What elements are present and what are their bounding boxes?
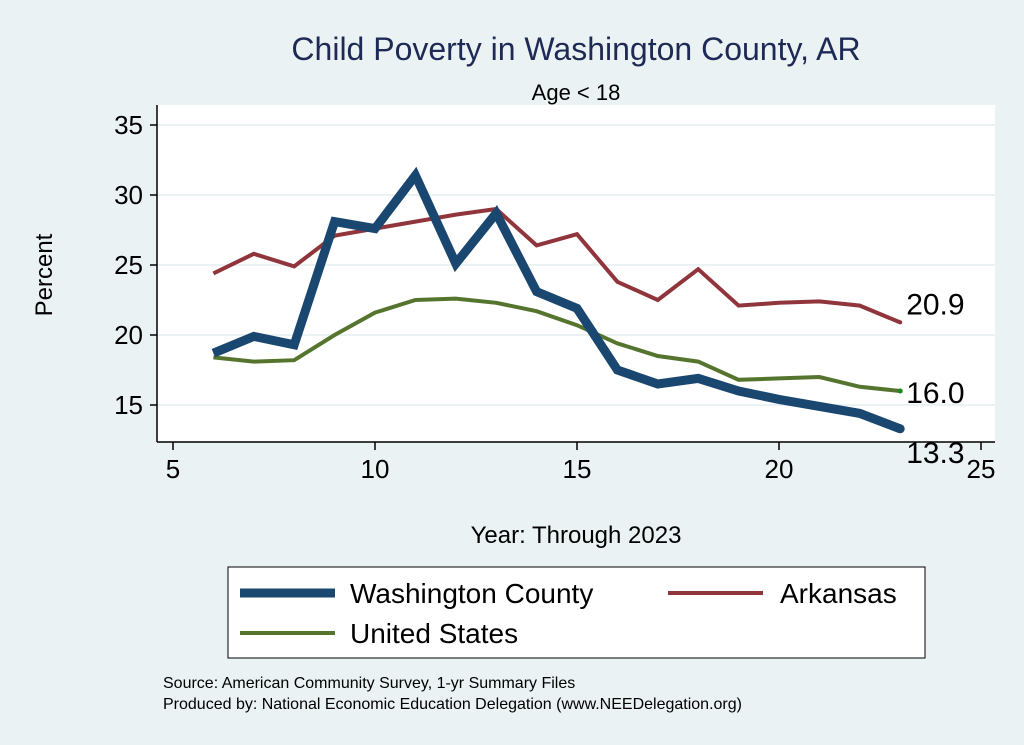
plot-area bbox=[157, 105, 995, 442]
y-tick-label: 20 bbox=[114, 320, 143, 350]
y-tick-label: 25 bbox=[114, 250, 143, 280]
x-tick-label: 25 bbox=[967, 454, 996, 484]
x-tick-label: 10 bbox=[361, 454, 390, 484]
source-note: Source: American Community Survey, 1-yr … bbox=[163, 675, 575, 692]
x-axis-label: Year: Through 2023 bbox=[471, 522, 682, 549]
x-tick-label: 5 bbox=[166, 454, 180, 484]
legend-label-united-states: United States bbox=[350, 618, 518, 649]
end-point-arkansas bbox=[898, 320, 903, 325]
produced-by-note: Produced by: National Economic Education… bbox=[163, 696, 742, 713]
y-tick-label: 30 bbox=[114, 180, 143, 210]
x-tick-label: 20 bbox=[765, 454, 794, 484]
series-line-washington-county bbox=[211, 166, 902, 434]
chart-title: Child Poverty in Washington County, AR bbox=[291, 31, 860, 67]
end-label-washington-county: 13.3 bbox=[906, 437, 964, 470]
y-tick-label: 15 bbox=[114, 390, 143, 420]
end-point-washington-county bbox=[895, 424, 905, 434]
y-axis-label: Percent bbox=[31, 233, 58, 316]
end-label-arkansas: 20.9 bbox=[906, 288, 964, 321]
end-point-united-states bbox=[897, 388, 903, 394]
legend-label-washington-county: Washington County bbox=[350, 578, 593, 609]
x-tick-label: 15 bbox=[563, 454, 592, 484]
series-line-united-states bbox=[213, 296, 901, 393]
y-tick-label: 35 bbox=[114, 110, 143, 140]
end-label-united-states: 16.0 bbox=[906, 377, 964, 410]
legend bbox=[227, 566, 926, 659]
chart-subtitle: Age < 18 bbox=[532, 80, 621, 105]
legend-label-arkansas: Arkansas bbox=[780, 578, 897, 609]
